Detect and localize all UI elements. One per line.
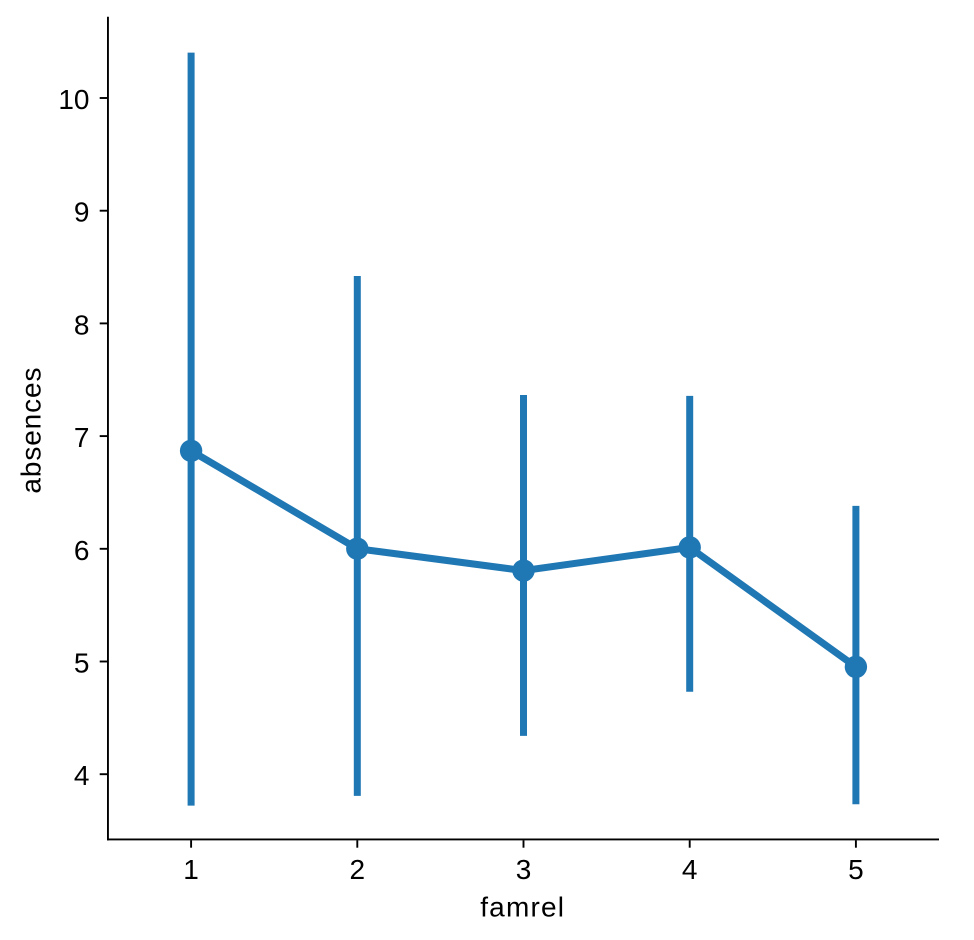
- svg-text:5: 5: [848, 854, 864, 885]
- svg-text:absences: absences: [16, 367, 47, 494]
- svg-text:8: 8: [74, 309, 90, 340]
- svg-text:3: 3: [516, 854, 532, 885]
- svg-text:2: 2: [350, 854, 366, 885]
- svg-text:famrel: famrel: [480, 891, 565, 922]
- svg-text:10: 10: [58, 84, 89, 115]
- svg-text:9: 9: [74, 197, 90, 228]
- svg-text:1: 1: [183, 854, 199, 885]
- svg-text:7: 7: [74, 422, 90, 453]
- svg-text:6: 6: [74, 535, 90, 566]
- svg-text:4: 4: [682, 854, 698, 885]
- svg-text:5: 5: [74, 648, 90, 679]
- svg-text:4: 4: [74, 760, 90, 791]
